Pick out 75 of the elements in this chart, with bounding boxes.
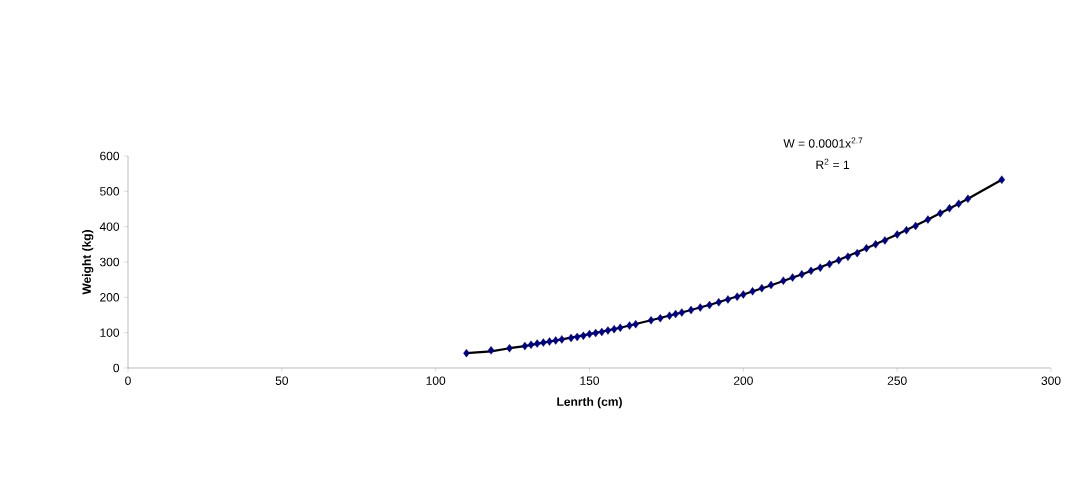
point — [534, 339, 541, 348]
point — [893, 230, 901, 239]
point — [552, 336, 559, 345]
y-tick-label: 200 — [100, 293, 120, 302]
point — [647, 316, 655, 325]
point — [817, 263, 824, 272]
y-tick-label: 0 — [113, 363, 120, 373]
point — [749, 287, 756, 296]
point — [604, 326, 612, 335]
point — [687, 305, 695, 315]
point — [863, 244, 870, 253]
point — [617, 323, 624, 332]
text: W = 0.0001x$^{2.7}$ — [783, 137, 863, 148]
point — [657, 313, 664, 323]
y-tick-label: 600 — [100, 151, 120, 161]
point — [506, 344, 513, 353]
point — [546, 337, 553, 346]
point — [567, 333, 575, 343]
point — [807, 266, 815, 276]
point — [740, 290, 747, 299]
point — [872, 240, 879, 249]
x-tick-label: 200 — [733, 376, 753, 385]
point — [672, 309, 679, 319]
point — [580, 331, 587, 341]
point — [558, 335, 566, 344]
point — [758, 283, 765, 293]
point — [540, 338, 547, 347]
point — [881, 236, 889, 245]
x-tick-label: 100 — [426, 376, 446, 385]
x-tick-label: 0 — [125, 376, 131, 385]
point — [903, 226, 910, 235]
point — [610, 324, 618, 334]
point — [798, 270, 805, 279]
point — [463, 348, 470, 358]
x-tick-label: 50 — [275, 376, 289, 385]
y-tick-label: 400 — [99, 222, 120, 231]
point — [924, 215, 932, 224]
point — [586, 329, 593, 339]
point — [998, 175, 1005, 184]
y-tick-label: 100 — [100, 328, 120, 337]
point — [937, 209, 944, 218]
point — [955, 199, 962, 208]
point — [626, 321, 633, 330]
annotation: R$^{2}$ = 1 — [816, 158, 850, 169]
point — [853, 248, 861, 258]
point — [767, 280, 775, 290]
point — [826, 259, 833, 269]
point — [844, 252, 852, 261]
y-tick-label: 300 — [99, 257, 120, 267]
point — [946, 204, 953, 213]
point — [592, 328, 599, 338]
x-tick-label: 250 — [887, 376, 907, 385]
x-axis-title: Lenrth (cm) — [557, 397, 622, 409]
point — [835, 256, 842, 265]
point — [487, 346, 495, 355]
point — [666, 311, 673, 320]
point — [780, 276, 787, 285]
point — [964, 194, 972, 203]
point — [715, 298, 722, 307]
point — [912, 221, 919, 231]
point — [733, 292, 741, 301]
point — [574, 332, 581, 342]
point — [706, 300, 713, 310]
point — [678, 308, 686, 317]
point — [598, 327, 606, 337]
point — [724, 295, 732, 304]
point — [527, 340, 535, 349]
x-tick-label: 300 — [1041, 376, 1061, 385]
point — [789, 273, 796, 282]
point — [632, 319, 639, 329]
point — [697, 303, 704, 312]
y-tick-label: 500 — [100, 187, 120, 196]
x-tick-label: 150 — [580, 376, 600, 385]
y-axis-title: Weight (kg) — [82, 230, 94, 295]
point — [521, 341, 529, 351]
